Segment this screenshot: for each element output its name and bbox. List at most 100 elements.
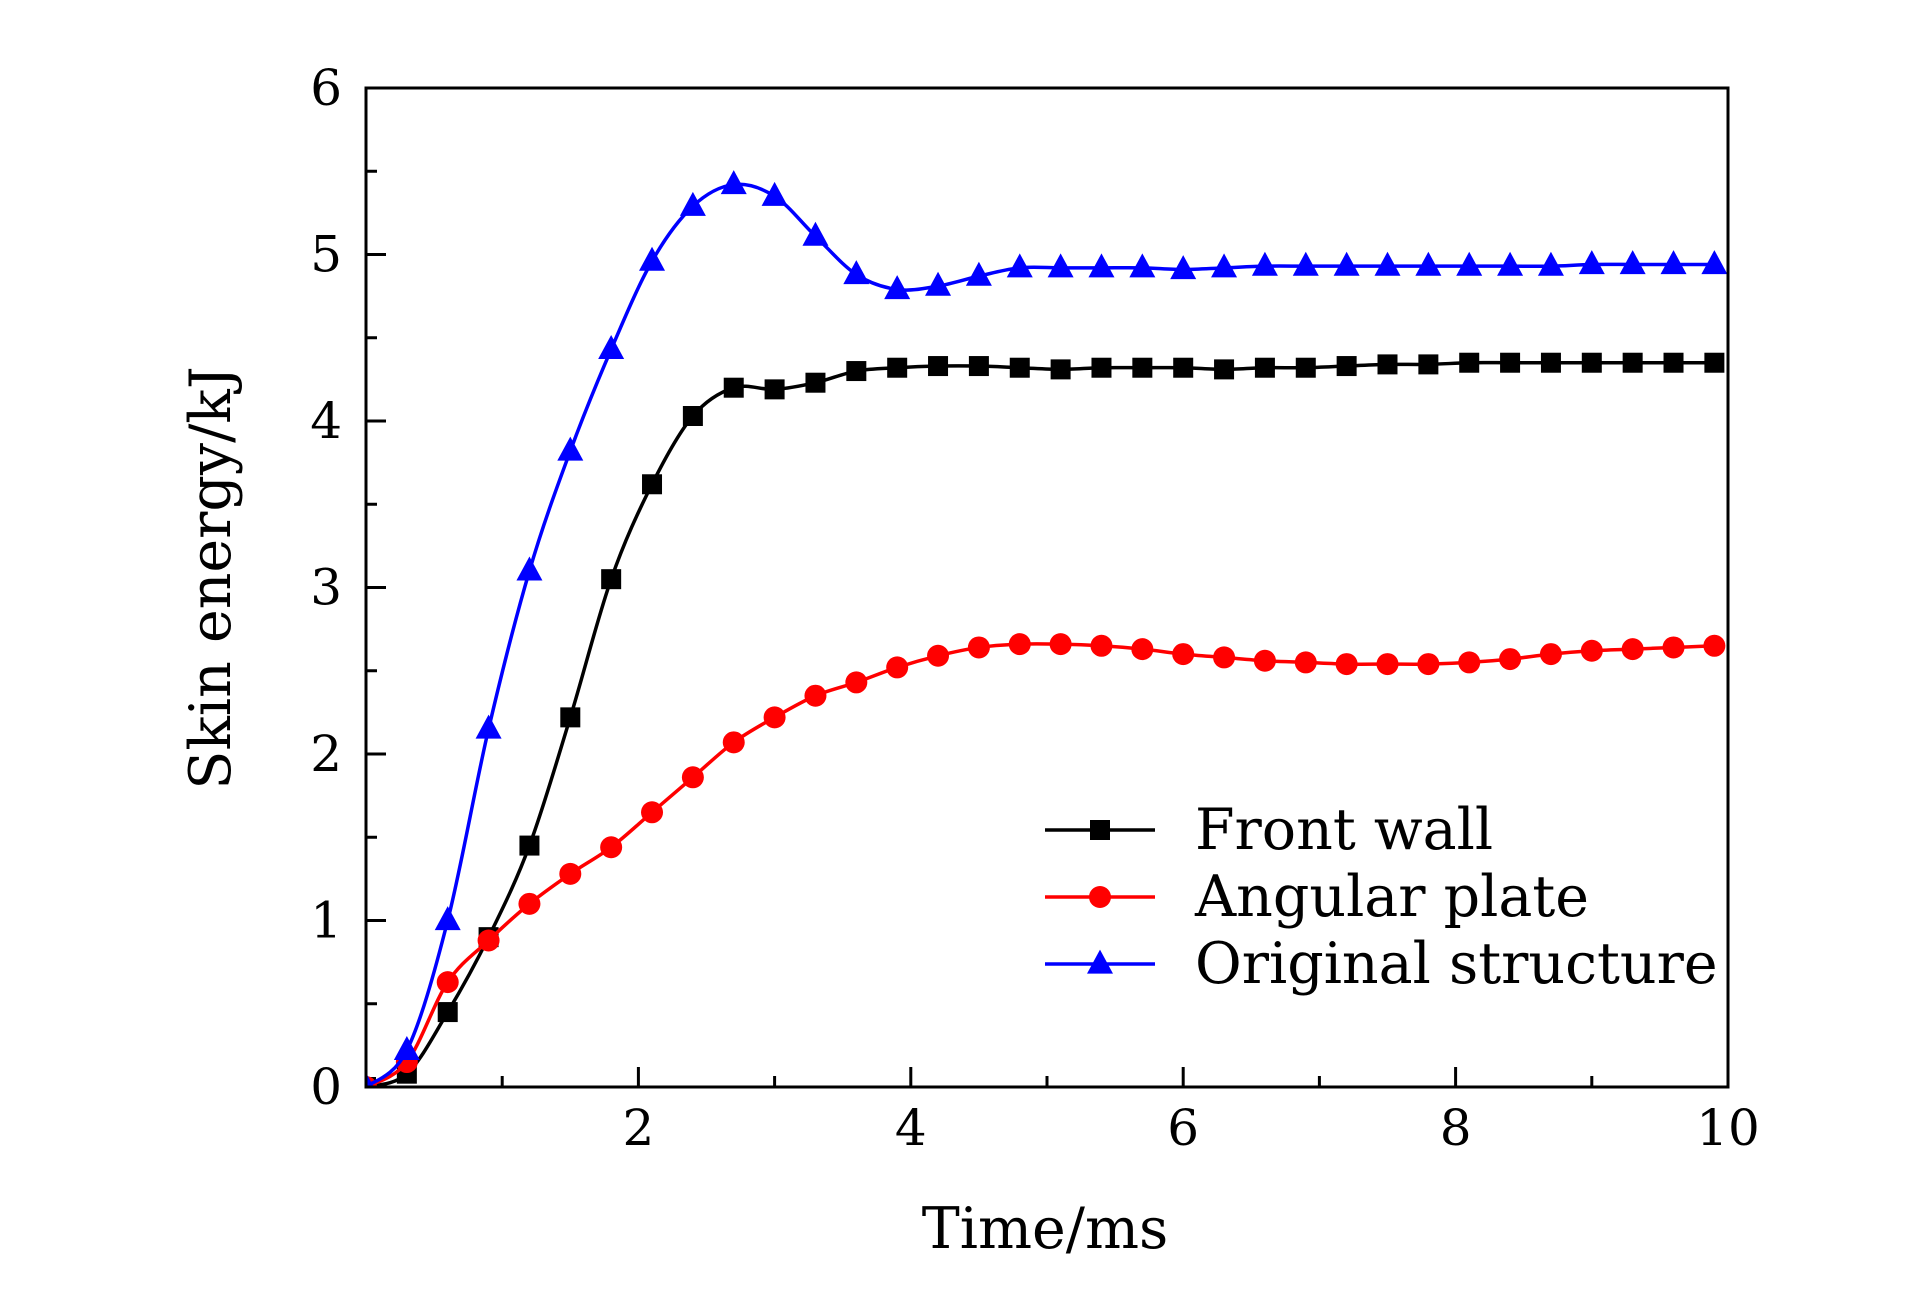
data-point-original-structure <box>720 170 747 195</box>
data-point-original-structure <box>925 271 952 296</box>
x-tick-label: 6 <box>1167 1099 1199 1157</box>
data-point-original-structure <box>884 275 911 300</box>
legend-label: Front wall <box>1195 797 1493 863</box>
series-line-angular-plate <box>366 642 1715 1087</box>
data-point-angular-plate <box>1417 653 1440 676</box>
data-point-original-structure <box>1088 253 1115 278</box>
data-point-original-structure <box>516 556 543 581</box>
y-axis-label: Skin energy/kJ <box>178 366 244 789</box>
y-tick-label: 5 <box>310 226 342 284</box>
data-point-angular-plate <box>1335 653 1358 676</box>
data-point-angular-plate <box>845 671 868 694</box>
data-point-original-structure <box>366 1072 374 1087</box>
y-tick-label: 2 <box>310 725 342 783</box>
data-point-original-structure <box>802 221 829 246</box>
data-point-angular-plate <box>967 636 990 659</box>
legend-entry-angular-plate: Angular plate <box>1045 864 1589 930</box>
data-point-angular-plate <box>722 731 745 754</box>
data-point-original-structure <box>1456 251 1483 276</box>
data-point-angular-plate <box>1580 639 1603 662</box>
data-point-front-wall <box>1091 357 1112 378</box>
data-point-front-wall <box>1295 357 1316 378</box>
x-axis-label: Time/ms <box>922 1196 1169 1262</box>
data-point-angular-plate <box>1049 633 1072 656</box>
data-point-angular-plate <box>804 684 827 707</box>
x-tick-label: 8 <box>1440 1099 1472 1157</box>
data-point-front-wall <box>1254 357 1275 378</box>
data-point-original-structure <box>434 906 461 931</box>
y-tick-label: 0 <box>310 1058 342 1116</box>
data-point-angular-plate <box>1662 636 1685 659</box>
data-point-front-wall <box>1459 352 1480 373</box>
data-point-front-wall <box>846 361 867 382</box>
data-point-angular-plate <box>1090 634 1113 657</box>
data-point-angular-plate <box>1131 638 1154 661</box>
data-point-original-structure <box>761 181 788 206</box>
data-point-front-wall <box>928 356 949 377</box>
data-point-angular-plate <box>1294 651 1317 674</box>
x-tick-label: 10 <box>1696 1099 1760 1157</box>
data-point-original-structure <box>965 261 992 286</box>
data-point-front-wall <box>560 707 581 728</box>
data-point-angular-plate <box>1253 649 1276 672</box>
data-point-front-wall <box>1009 357 1030 378</box>
data-point-original-structure <box>679 191 706 216</box>
data-point-original-structure <box>1660 250 1687 275</box>
data-point-angular-plate <box>927 644 950 667</box>
data-point-original-structure <box>1170 255 1197 280</box>
data-point-original-structure <box>1211 253 1238 278</box>
data-point-front-wall <box>437 1002 458 1023</box>
data-point-angular-plate <box>1703 634 1726 657</box>
data-point-original-structure <box>1701 250 1728 275</box>
data-point-angular-plate <box>1539 643 1562 666</box>
data-point-original-structure <box>393 1035 420 1060</box>
data-point-front-wall <box>601 569 622 590</box>
legend-marker <box>1087 949 1113 974</box>
data-point-original-structure <box>1006 253 1033 278</box>
data-point-front-wall <box>1377 354 1398 375</box>
legend-marker <box>1089 886 1111 908</box>
data-point-original-structure <box>639 246 666 271</box>
data-point-front-wall <box>805 372 826 393</box>
data-point-angular-plate <box>641 801 664 824</box>
data-point-angular-plate <box>1213 646 1236 669</box>
data-point-angular-plate <box>1008 633 1031 656</box>
data-point-front-wall <box>1173 357 1194 378</box>
legend-entry-original-structure: Original structure <box>1045 931 1718 997</box>
series-original-structure <box>366 170 1728 1087</box>
series-angular-plate <box>366 633 1726 1087</box>
tick-layer: 0 1 2 3 4 5 6 2 4 6 8 10 <box>310 59 1760 1157</box>
data-point-original-structure <box>475 714 502 739</box>
data-point-front-wall <box>1622 352 1643 373</box>
data-point-angular-plate <box>436 971 459 994</box>
data-point-angular-plate <box>1499 648 1522 671</box>
legend-label: Angular plate <box>1194 864 1589 930</box>
plot-layer <box>366 170 1728 1087</box>
y-tick-label: 1 <box>310 892 342 950</box>
data-point-angular-plate <box>1172 643 1195 666</box>
data-point-front-wall <box>1500 352 1521 373</box>
data-point-original-structure <box>1047 253 1074 278</box>
data-point-angular-plate <box>763 706 786 729</box>
data-point-original-structure <box>1619 250 1646 275</box>
data-point-angular-plate <box>600 836 623 859</box>
data-point-original-structure <box>843 260 870 285</box>
data-point-original-structure <box>1292 251 1319 276</box>
data-point-original-structure <box>1374 251 1401 276</box>
legend-marker <box>1090 820 1110 840</box>
data-point-angular-plate <box>1621 638 1644 661</box>
y-tick-label: 3 <box>310 559 342 617</box>
x-tick-label: 4 <box>895 1099 927 1157</box>
x-tick-label: 2 <box>622 1099 654 1157</box>
data-point-front-wall <box>723 377 744 398</box>
data-point-front-wall <box>1418 354 1439 375</box>
data-point-angular-plate <box>1458 651 1481 674</box>
data-point-angular-plate <box>1376 653 1399 676</box>
y-tick-label: 6 <box>310 59 342 117</box>
data-point-original-structure <box>1578 250 1605 275</box>
data-point-front-wall <box>968 356 989 377</box>
data-point-original-structure <box>1251 251 1278 276</box>
